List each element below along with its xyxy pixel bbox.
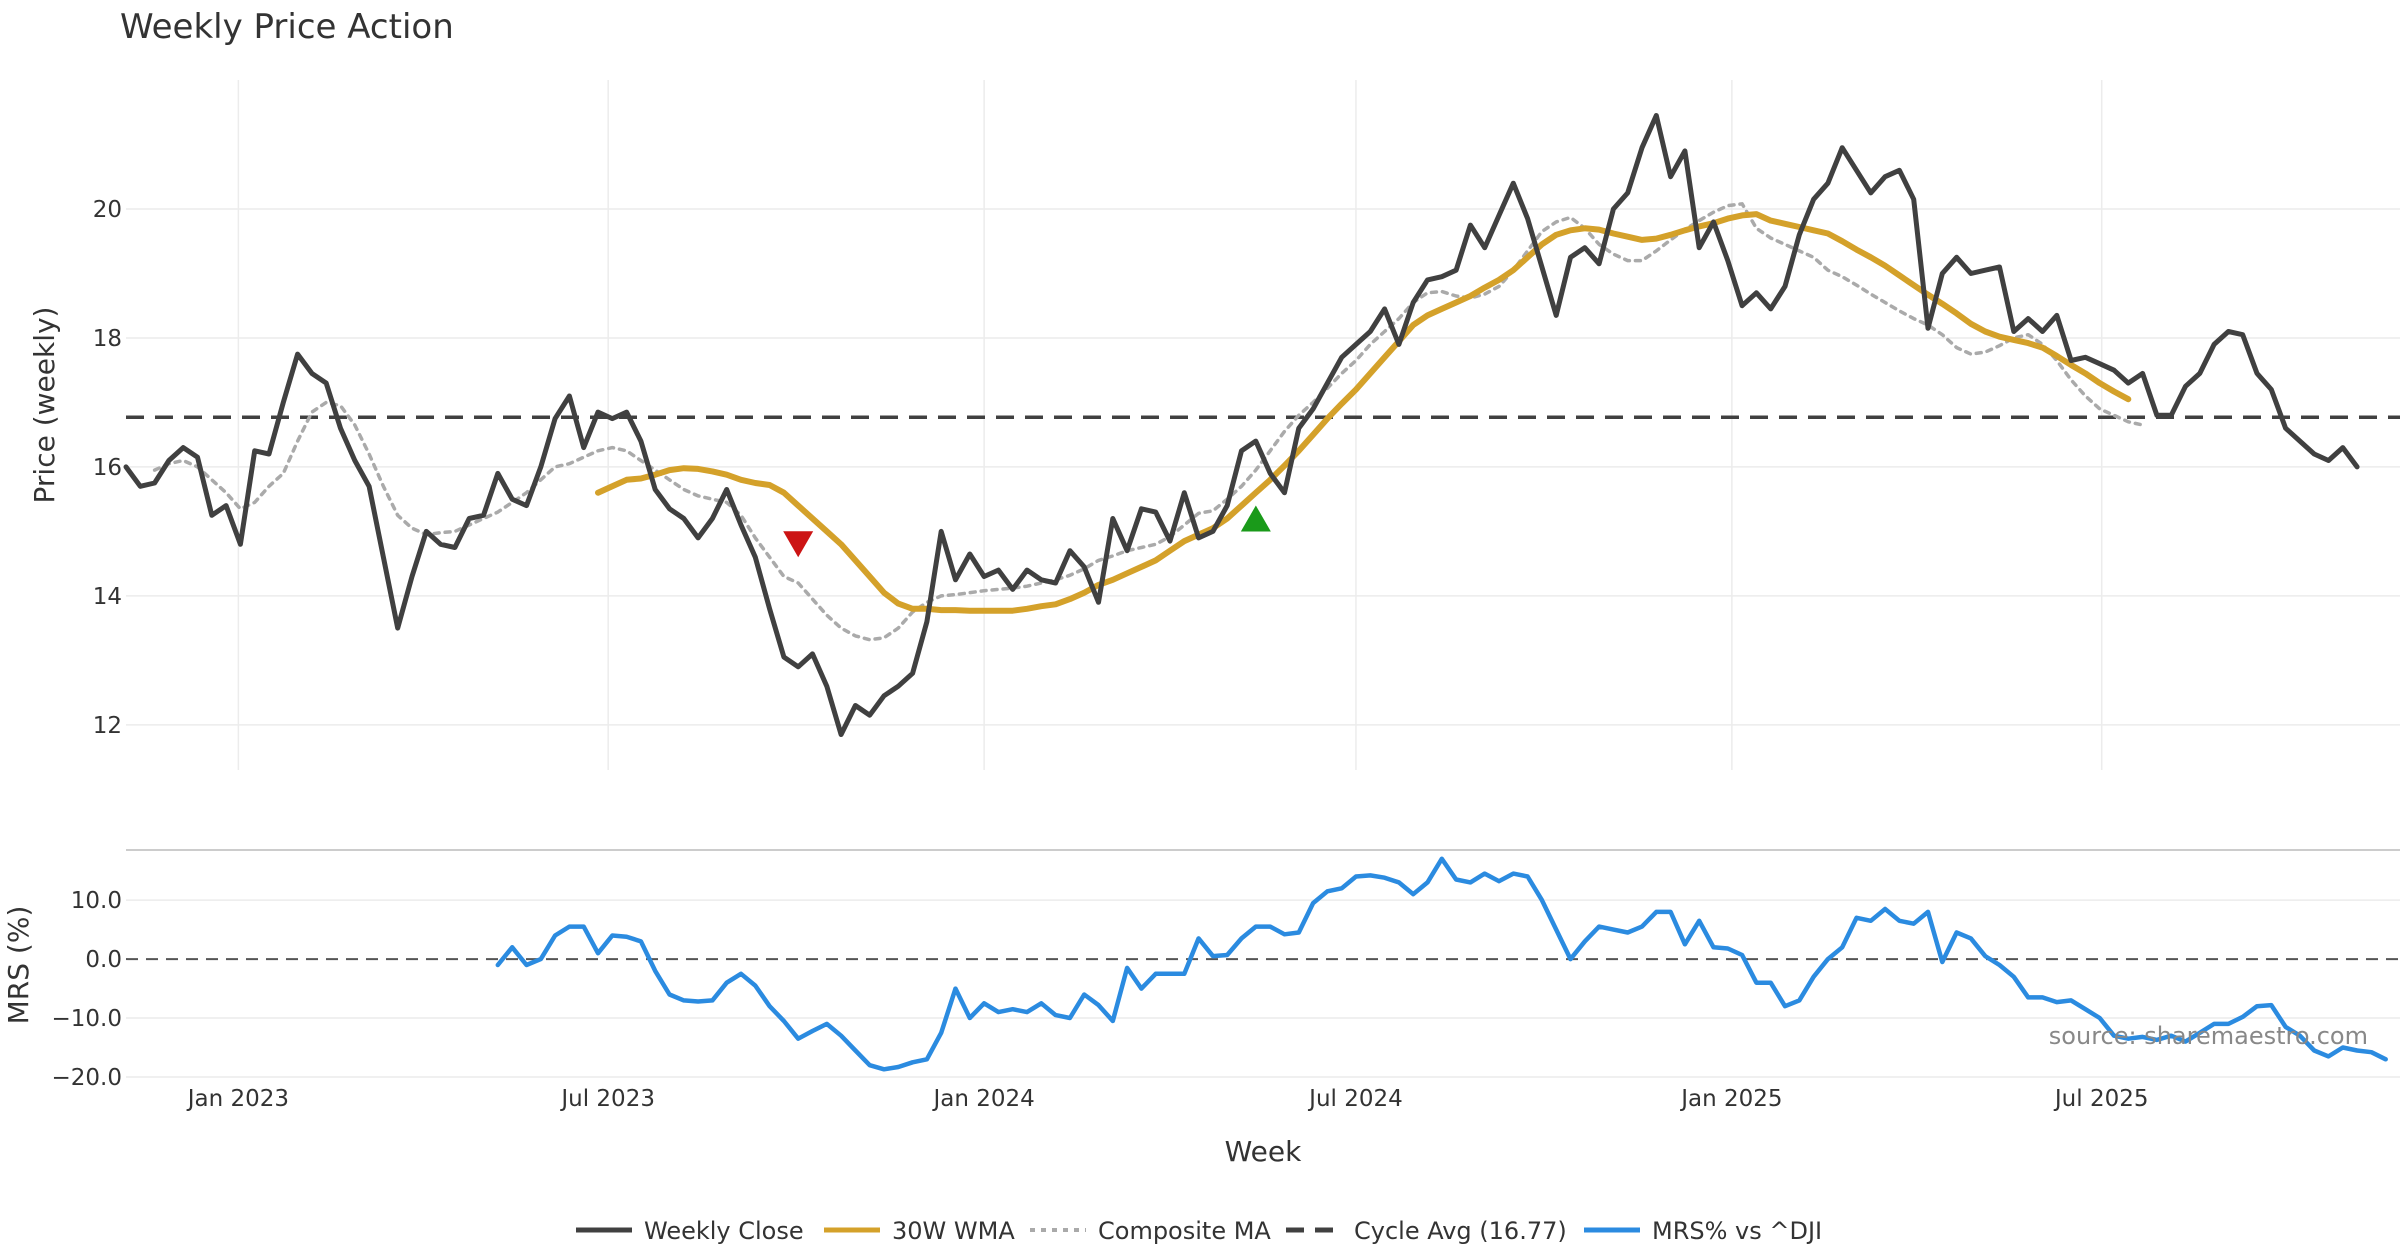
signal-markers — [783, 505, 1271, 558]
x-tick-label: Jul 2025 — [2053, 1086, 2149, 1112]
chart-legend: Weekly Close 30W WMA Composite MA Cycle Avg… — [576, 1217, 1822, 1245]
x-tick-labels: Jan 2023 Jul 2023 Jan 2024 Jul 2024 Jan 2025… — [186, 1086, 2149, 1112]
price-y-gridlines — [126, 208, 2400, 726]
price-y-tick-label: 12 — [93, 713, 122, 739]
legend-label: Cycle Avg (16.77) — [1354, 1217, 1567, 1245]
mrs-y-axis-label: MRS (%) — [2, 906, 35, 1025]
mrs-y-tick-label: 10.0 — [71, 888, 122, 914]
x-tick-label: Jul 2024 — [1307, 1086, 1403, 1112]
price-series-group — [123, 113, 2360, 737]
weekly-close-line — [123, 113, 2360, 737]
x-tick-label: Jan 2025 — [1679, 1086, 1782, 1112]
source-note: source: sharemaestro.com — [2049, 1022, 2368, 1050]
sell-signal-marker — [783, 531, 814, 558]
chart-title: Weekly Price Action — [120, 7, 454, 47]
mrs-series-group — [495, 856, 2388, 1072]
legend-label: Weekly Close — [644, 1217, 804, 1245]
x-tick-label: Jan 2024 — [931, 1086, 1034, 1112]
mrs-y-gridlines — [126, 899, 2400, 1078]
buy-signal-marker — [1240, 505, 1271, 532]
price-y-axis-label: Price (weekly) — [28, 307, 61, 504]
mrs-vs-dji-line — [495, 856, 2388, 1072]
price-y-tick-label: 20 — [93, 197, 122, 223]
mrs-y-tick-label: 0.0 — [85, 947, 122, 973]
mrs-y-tick-labels: 10.0 0.0 −10.0 −20.0 — [52, 888, 122, 1091]
x-axis-label: Week — [1225, 1135, 1302, 1168]
price-y-tick-label: 14 — [93, 584, 122, 610]
x-tick-label: Jul 2023 — [559, 1086, 655, 1112]
legend-label: Composite MA — [1098, 1217, 1271, 1245]
price-y-tick-label: 16 — [93, 455, 122, 481]
mrs-y-tick-label: −10.0 — [52, 1006, 122, 1032]
legend-label: MRS% vs ^DJI — [1652, 1217, 1822, 1245]
legend-label: 30W WMA — [892, 1217, 1015, 1245]
price-y-tick-label: 18 — [93, 326, 122, 352]
x-gridlines — [237, 80, 2103, 770]
x-tick-label: Jan 2023 — [186, 1086, 289, 1112]
price-y-tick-labels: 12 14 16 18 20 — [93, 197, 122, 739]
30w-wma-line — [595, 211, 2132, 614]
mrs-y-tick-label: −20.0 — [52, 1065, 122, 1091]
composite-ma-line — [152, 202, 2145, 642]
